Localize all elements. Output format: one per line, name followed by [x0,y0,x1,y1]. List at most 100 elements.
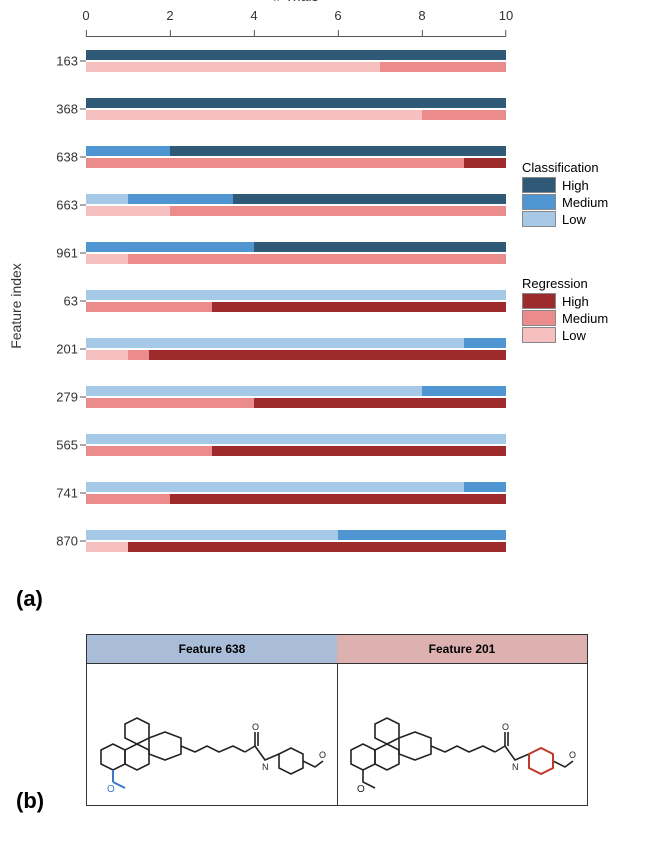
reg-seg-med [128,254,506,264]
legend-swatch [522,211,556,227]
y-tick-label: 368 [56,102,78,117]
legend-label: High [562,178,589,193]
cls-seg-high [86,98,506,108]
y-tick-label: 663 [56,198,78,213]
x-tick: 0 [82,8,89,23]
y-tick-label: 279 [56,390,78,405]
panel-b-cell-638: O N O O [87,663,338,805]
legend-item: Low [522,211,608,227]
reg-seg-low [86,206,170,216]
reg-seg-med [86,302,212,312]
svg-text:O: O [569,750,576,760]
cls-seg-med [338,530,506,540]
reg-seg-high [128,542,506,552]
reg-seg-med [170,206,506,216]
reg-seg-med [86,398,254,408]
legend-item: Low [522,327,608,343]
legend-classification: Classification High Medium Low [522,160,608,228]
legend-item: Medium [522,310,608,326]
panel-b: Feature 638 Feature 201 [86,634,588,806]
cls-seg-high [233,194,506,204]
legend-title: Regression [522,276,608,291]
x-tick: 4 [250,8,257,23]
reg-seg-low [86,350,128,360]
panel-b-header-638: Feature 638 [87,635,338,664]
reg-seg-low [86,110,422,120]
cls-seg-low [86,434,506,444]
reg-seg-med [128,350,149,360]
legend-swatch [522,177,556,193]
y-tick-label: 63 [64,294,78,309]
plot-area: 16336863866396163201279565741870 [86,36,506,576]
legend-title: Classification [522,160,608,175]
x-axis-title: # Trials [86,0,506,4]
legend-regression: Regression High Medium Low [522,276,608,344]
y-tick-label: 741 [56,486,78,501]
y-tick-label: 201 [56,342,78,357]
y-tick-label: 638 [56,150,78,165]
reg-seg-med [380,62,506,72]
legend-swatch [522,327,556,343]
y-tick-label: 961 [56,246,78,261]
cls-seg-med [464,482,506,492]
cls-seg-high [170,146,506,156]
legend-item: High [522,177,608,193]
panel-b-header-201: Feature 201 [337,635,587,664]
legend-label: Low [562,212,586,227]
cls-seg-med [464,338,506,348]
y-tick-label: 565 [56,438,78,453]
y-tick-label: 870 [56,534,78,549]
subfig-label-b: (b) [16,788,44,814]
x-tick: 10 [499,8,513,23]
cls-seg-low [86,338,464,348]
svg-text:O: O [107,784,115,795]
molecule-201: N O O O [337,663,587,805]
svg-text:O: O [502,722,509,732]
legend-swatch [522,310,556,326]
legend-label: Medium [562,195,608,210]
reg-seg-med [86,494,170,504]
molecule-638: O N O O [87,663,337,805]
svg-text:N: N [262,762,269,772]
cls-seg-low [86,386,422,396]
reg-seg-low [86,254,128,264]
reg-seg-high [254,398,506,408]
legend-swatch [522,194,556,210]
legend-label: Medium [562,311,608,326]
svg-text:O: O [319,750,326,760]
reg-seg-high [212,446,506,456]
svg-text:N: N [512,762,519,772]
reg-seg-med [86,446,212,456]
x-ticks: 0246810 [86,8,506,32]
y-tick-label: 163 [56,54,78,69]
legend-item: Medium [522,194,608,210]
reg-seg-med [422,110,506,120]
cls-seg-low [86,290,506,300]
reg-seg-high [212,302,506,312]
reg-seg-med [86,158,464,168]
cls-seg-med [86,242,254,252]
x-tick: 8 [418,8,425,23]
svg-text:O: O [357,784,365,795]
reg-seg-high [149,350,506,360]
cls-seg-low [86,530,338,540]
y-axis-title: Feature index [6,36,26,576]
cls-seg-high [86,50,506,60]
panel-b-cell-201: N O O O [337,663,587,805]
reg-seg-low [86,542,128,552]
legend-label: Low [562,328,586,343]
cls-seg-med [422,386,506,396]
reg-seg-low [86,62,380,72]
legend-label: High [562,294,589,309]
reg-seg-high [464,158,506,168]
figure: # Trials 0246810 Feature index 163368638… [0,0,666,849]
subfig-label-a: (a) [16,586,43,612]
x-tick: 6 [334,8,341,23]
legend-item: High [522,293,608,309]
svg-text:O: O [252,722,259,732]
x-tick: 2 [166,8,173,23]
legend-swatch [522,293,556,309]
cls-seg-low [86,194,128,204]
reg-seg-high [170,494,506,504]
cls-seg-med [128,194,233,204]
